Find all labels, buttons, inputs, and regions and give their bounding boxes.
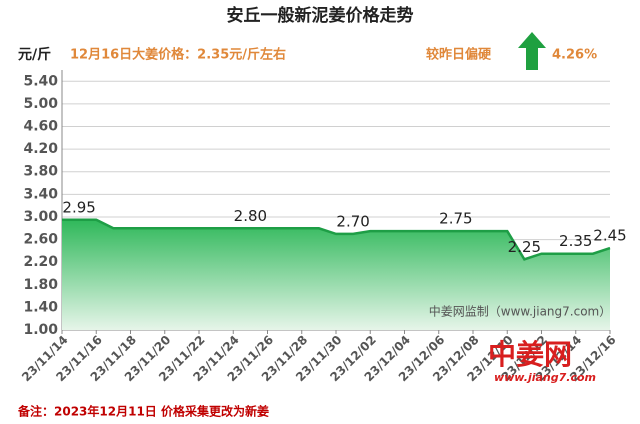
y-tick-label: 1.40 xyxy=(23,299,58,315)
data-label: 2.70 xyxy=(336,212,369,230)
y-tick-label: 4.20 xyxy=(23,141,58,157)
area xyxy=(62,219,610,330)
y-tick-label: 3.00 xyxy=(23,209,58,225)
chart-title: 安丘一般新泥姜价格走势 xyxy=(227,5,414,26)
data-label: 2.80 xyxy=(234,207,267,225)
data-label: 2.75 xyxy=(439,210,472,228)
y-tick-label: 5.00 xyxy=(23,96,58,112)
line xyxy=(62,218,611,261)
y-tick-label: 2.20 xyxy=(23,254,58,270)
watermark: 中姜网监制（www.jiang7.com） xyxy=(429,304,611,319)
y-tick-label: 3.80 xyxy=(23,164,58,180)
change-value: 4.26% xyxy=(552,48,597,63)
y-tick-label: 5.40 xyxy=(23,73,58,89)
change-label: 较昨日偏硬 xyxy=(426,47,492,63)
up-arrow xyxy=(518,32,546,70)
logo-url: www.jiang7.com xyxy=(494,371,596,384)
y-tick-label: 1.00 xyxy=(23,322,58,338)
note: 备注：2023年12月11日 价格采集更改为新姜 xyxy=(17,404,269,419)
y-tick-label: 4.60 xyxy=(23,119,58,135)
y-tick-label: 1.80 xyxy=(23,277,58,293)
data-label: 2.95 xyxy=(62,198,95,216)
logo-name: 中姜网 xyxy=(488,338,572,371)
data-label: 2.25 xyxy=(508,238,541,256)
y-axis-label: 元/斤 xyxy=(18,46,51,63)
data-label: 2.45 xyxy=(593,227,626,245)
subtitle: 12月16日大姜价格：2.35元/斤左右 xyxy=(70,47,286,63)
data-label: 2.35 xyxy=(559,232,592,250)
y-tick-label: 2.60 xyxy=(23,232,58,248)
y-tick-label: 3.40 xyxy=(23,186,58,202)
